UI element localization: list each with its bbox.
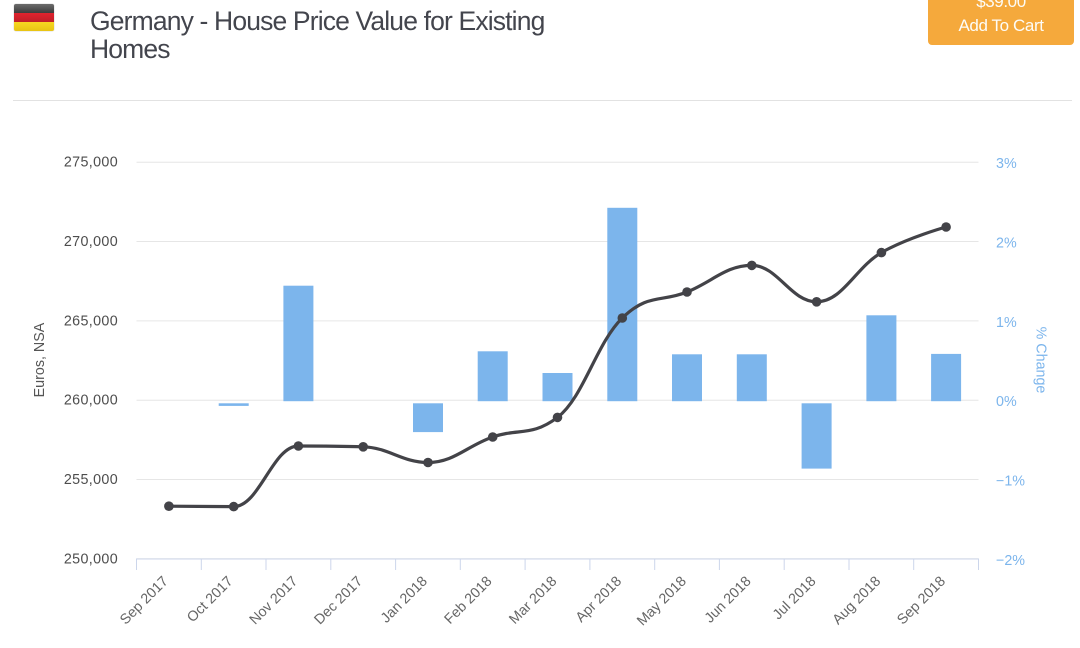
- svg-text:−2%: −2%: [996, 553, 1025, 569]
- svg-text:Dec 2017: Dec 2017: [311, 573, 366, 628]
- svg-text:% Change: % Change: [1033, 327, 1049, 394]
- svg-text:270,000: 270,000: [64, 234, 118, 250]
- svg-text:−1%: −1%: [996, 474, 1025, 490]
- svg-text:Euros, NSA: Euros, NSA: [32, 322, 48, 397]
- svg-text:2%: 2%: [996, 236, 1017, 252]
- svg-text:1%: 1%: [996, 315, 1017, 331]
- svg-text:Sep 2017: Sep 2017: [117, 573, 172, 628]
- svg-text:3%: 3%: [996, 156, 1017, 172]
- svg-text:260,000: 260,000: [64, 393, 118, 409]
- svg-text:Nov 2017: Nov 2017: [247, 573, 302, 628]
- svg-text:Jun 2018: Jun 2018: [702, 573, 755, 626]
- svg-text:Jan 2018: Jan 2018: [378, 573, 431, 626]
- svg-text:May 2018: May 2018: [634, 573, 690, 629]
- svg-text:250,000: 250,000: [64, 551, 118, 567]
- svg-text:255,000: 255,000: [64, 472, 118, 488]
- svg-text:Mar 2018: Mar 2018: [506, 573, 560, 627]
- svg-text:Oct 2017: Oct 2017: [184, 573, 236, 625]
- svg-text:Feb 2018: Feb 2018: [441, 573, 495, 627]
- svg-text:275,000: 275,000: [64, 155, 118, 171]
- svg-text:0%: 0%: [996, 394, 1017, 410]
- svg-text:Sep 2018: Sep 2018: [894, 573, 949, 628]
- svg-text:Aug 2018: Aug 2018: [830, 573, 885, 628]
- svg-text:Jul 2018: Jul 2018: [770, 573, 820, 623]
- svg-text:265,000: 265,000: [64, 313, 118, 329]
- svg-text:Apr 2018: Apr 2018: [573, 573, 625, 625]
